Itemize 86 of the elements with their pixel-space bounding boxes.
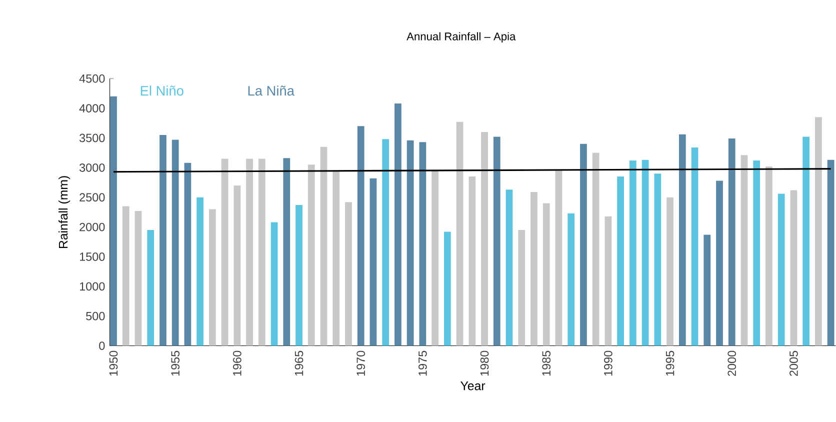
bar bbox=[740, 154, 748, 346]
x-tick-label: 1995 bbox=[666, 350, 674, 376]
bar bbox=[629, 160, 636, 346]
bar bbox=[419, 142, 426, 346]
bar bbox=[530, 192, 538, 346]
x-tick-label: 1980 bbox=[480, 350, 489, 376]
bar bbox=[468, 176, 476, 346]
bar bbox=[456, 122, 464, 346]
bar bbox=[604, 216, 612, 346]
bar bbox=[258, 158, 266, 346]
bar bbox=[666, 197, 674, 346]
text: El Niño bbox=[140, 85, 184, 96]
bar bbox=[815, 116, 822, 346]
y-tick-label: 2500 bbox=[80, 192, 105, 202]
bar bbox=[580, 144, 587, 346]
x-tick-label: 1965 bbox=[294, 350, 304, 376]
bar bbox=[432, 170, 438, 346]
bar bbox=[542, 203, 550, 346]
bar bbox=[270, 222, 278, 346]
x-tick-label: 1960 bbox=[233, 350, 242, 376]
bar bbox=[568, 213, 575, 346]
bar bbox=[802, 136, 810, 346]
x-tick-label: 1975 bbox=[418, 350, 427, 376]
y-tick-label: 1000 bbox=[80, 282, 105, 290]
bar bbox=[678, 134, 686, 346]
bar bbox=[493, 136, 500, 346]
bar bbox=[753, 160, 760, 346]
y-tick-label: 4500 bbox=[79, 74, 105, 83]
x-tick-label: 1985 bbox=[542, 350, 551, 376]
bar bbox=[444, 232, 451, 346]
bar bbox=[134, 210, 142, 346]
x-tick-label: 2000 bbox=[728, 350, 736, 376]
bar bbox=[246, 158, 253, 346]
bar bbox=[147, 230, 154, 346]
bar bbox=[827, 160, 834, 346]
bar bbox=[654, 173, 662, 346]
bar bbox=[790, 190, 798, 346]
bar bbox=[382, 138, 390, 346]
bar bbox=[704, 234, 711, 346]
bar bbox=[110, 96, 117, 346]
text: La Niña bbox=[248, 85, 294, 96]
bar bbox=[642, 160, 649, 346]
bar bbox=[728, 138, 736, 346]
bar bbox=[172, 140, 179, 346]
bar bbox=[160, 134, 166, 346]
bar bbox=[518, 230, 526, 346]
bar bbox=[716, 180, 723, 346]
y-axis-title: Rainfall (mm) bbox=[58, 176, 70, 248]
y-tick-label: 2000 bbox=[80, 222, 105, 231]
y-tick-label: 3000 bbox=[80, 163, 105, 172]
bar bbox=[320, 146, 328, 346]
y-tick-label: 0 bbox=[99, 341, 105, 350]
y-tick-label: 4000 bbox=[79, 104, 105, 112]
bar bbox=[778, 194, 785, 346]
bar bbox=[617, 176, 624, 346]
y-tick-label: 3500 bbox=[80, 134, 105, 142]
bar bbox=[209, 209, 216, 346]
x-tick-label: 1970 bbox=[356, 350, 366, 376]
bar bbox=[296, 204, 302, 346]
bar bbox=[234, 185, 241, 346]
bar bbox=[184, 162, 192, 346]
bar bbox=[691, 147, 698, 346]
bar bbox=[394, 103, 402, 346]
bar bbox=[308, 164, 315, 346]
bar bbox=[481, 132, 488, 346]
x-axis-title: Year bbox=[460, 381, 486, 390]
bar bbox=[555, 170, 562, 346]
bar bbox=[221, 158, 228, 346]
bar bbox=[345, 202, 352, 346]
bar bbox=[332, 170, 340, 346]
bar bbox=[357, 126, 364, 346]
bar bbox=[196, 197, 204, 346]
x-tick-label: 1990 bbox=[604, 350, 612, 376]
bar bbox=[592, 152, 600, 346]
bar bbox=[122, 206, 130, 346]
bar bbox=[766, 166, 772, 346]
chart-title: Annual Rainfall – Apia bbox=[406, 32, 516, 42]
bar bbox=[506, 189, 513, 346]
bar bbox=[406, 140, 414, 346]
bar bbox=[370, 178, 377, 346]
x-tick-label: 1950 bbox=[109, 350, 118, 376]
x-tick-label: 1955 bbox=[171, 350, 180, 376]
x-tick-label: 2005 bbox=[790, 350, 798, 376]
y-tick-label: 1500 bbox=[80, 252, 105, 261]
y-tick-label: 500 bbox=[86, 312, 105, 320]
bar bbox=[283, 158, 290, 346]
